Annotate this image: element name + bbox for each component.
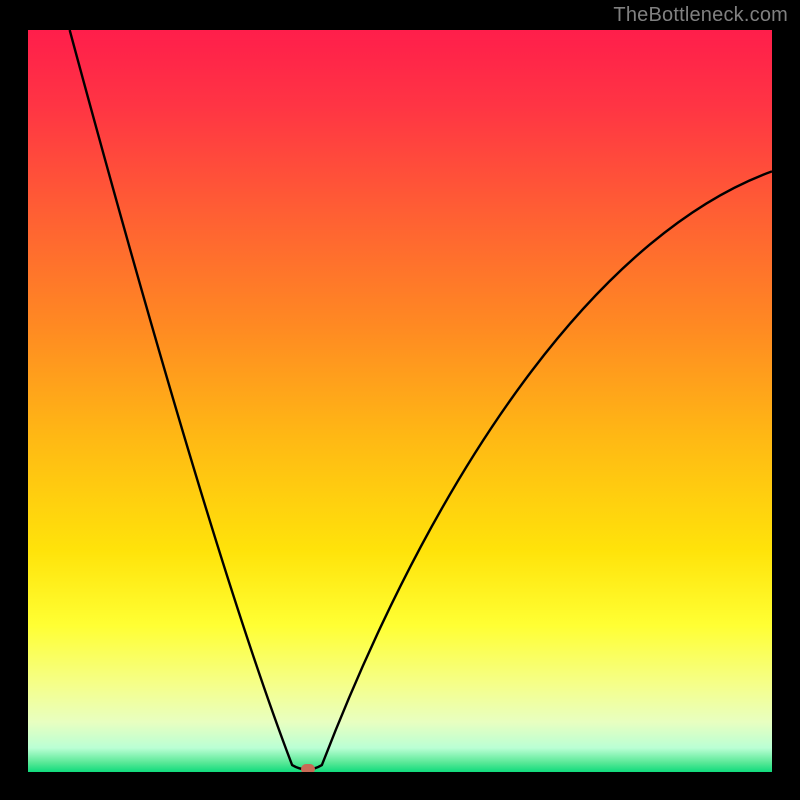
bottleneck-curve <box>70 30 772 770</box>
x-axis-baseline <box>28 772 772 774</box>
curve-overlay <box>28 30 772 774</box>
watermark-text: TheBottleneck.com <box>613 4 788 27</box>
chart-frame: TheBottleneck.com <box>0 0 800 800</box>
plot-area <box>28 30 772 774</box>
